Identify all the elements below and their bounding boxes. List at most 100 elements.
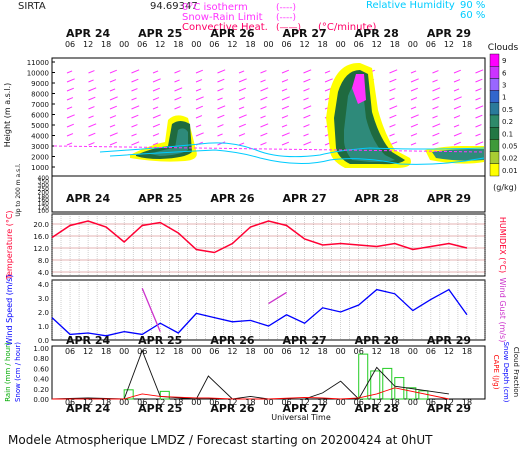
freezing-level-line bbox=[53, 145, 485, 153]
wind-arrow bbox=[217, 97, 223, 101]
hour-tick-label: 18 bbox=[390, 40, 400, 49]
hour-tick-label: 12 bbox=[444, 347, 454, 356]
wind-arrow bbox=[174, 106, 181, 110]
colorbar-swatch bbox=[489, 151, 500, 165]
wind-arrow bbox=[432, 106, 439, 110]
wind-tick-label: 0.0 bbox=[38, 337, 49, 345]
hour-tick-label: 18 bbox=[318, 398, 328, 407]
wind-arrow bbox=[260, 106, 267, 110]
legend-left-symbol: (——) bbox=[276, 23, 301, 33]
colorbar-swatch bbox=[489, 78, 500, 91]
wind-arrow bbox=[66, 106, 73, 110]
wind-arrow bbox=[195, 96, 204, 101]
wind-arrow bbox=[281, 141, 289, 146]
legend-left-label: Snow-Rain Limit bbox=[182, 12, 263, 23]
wind-arrow bbox=[109, 115, 117, 119]
wind-arrow bbox=[109, 96, 118, 101]
hour-tick-label: 00 bbox=[191, 40, 201, 49]
wind-arrow bbox=[238, 142, 245, 146]
height-tick-label: 11000 bbox=[27, 59, 49, 67]
hour-tick-label: 18 bbox=[318, 40, 328, 49]
wind-arrow bbox=[389, 78, 397, 83]
wind-arrow bbox=[281, 69, 289, 74]
height-tick-label-low: 180 bbox=[38, 193, 50, 200]
wind-arrow bbox=[66, 97, 74, 101]
height-tick-label: 6000 bbox=[31, 112, 49, 120]
hour-tick-label: 06 bbox=[426, 347, 436, 356]
hour-tick-label: 00 bbox=[336, 347, 346, 356]
cloud-region-peak bbox=[352, 74, 366, 104]
wind-arrow bbox=[432, 115, 438, 119]
height-tick-label: 3000 bbox=[31, 143, 49, 151]
wind-arrow bbox=[88, 79, 94, 83]
hour-tick-label: 12 bbox=[372, 347, 382, 356]
colorbar-swatch bbox=[489, 139, 500, 152]
day-label-row4: APR 27 bbox=[282, 402, 326, 415]
wind-arrow bbox=[303, 105, 312, 110]
clouds-ylabel-lower: Up to 200 m a.s.l. bbox=[15, 163, 22, 216]
hour-tick-label: 12 bbox=[372, 40, 382, 49]
wind-arrow bbox=[131, 114, 139, 119]
wind-arrow bbox=[432, 142, 439, 146]
temperature-tick-label: 12.0 bbox=[33, 245, 49, 253]
wind-arrow bbox=[131, 124, 138, 128]
wind-arrow bbox=[195, 115, 203, 119]
hour-tick-label: 12 bbox=[299, 40, 309, 49]
wind-arrow bbox=[217, 124, 224, 128]
wind-ylabel: Wind Speed (m/s) bbox=[5, 274, 14, 345]
wind-arrow bbox=[260, 123, 269, 128]
wind-arrow bbox=[324, 78, 333, 83]
wind-arrow bbox=[324, 70, 331, 74]
cloud-region-core bbox=[344, 81, 395, 162]
height-tick-label-low: 160 bbox=[38, 197, 50, 204]
colorbar-level-label: 0.02 bbox=[502, 155, 518, 163]
day-label-row2: APR 24 bbox=[66, 192, 111, 205]
hour-tick-label: 06 bbox=[426, 40, 436, 49]
wind-tick-label: 2.0 bbox=[38, 309, 49, 317]
wind-arrow bbox=[195, 88, 202, 92]
wind-arrow bbox=[174, 96, 182, 101]
wind-arrow bbox=[88, 70, 95, 74]
wind-arrow bbox=[88, 132, 96, 137]
wind-arrow bbox=[281, 124, 288, 128]
day-label-row3: APR 27 bbox=[282, 334, 326, 347]
wind-arrow bbox=[303, 114, 311, 119]
wind-arrow bbox=[453, 79, 461, 83]
footer-caption: Modele Atmospherique LMDZ / Forecast sta… bbox=[8, 433, 433, 447]
wind-arrow bbox=[131, 69, 140, 74]
wind-arrow bbox=[281, 132, 290, 137]
wind-arrow bbox=[453, 115, 461, 119]
wind-arrow bbox=[475, 105, 484, 110]
wind-arrow bbox=[66, 70, 73, 74]
wind-arrow bbox=[109, 124, 116, 128]
wind-arrow bbox=[281, 88, 288, 92]
wind-arrow bbox=[389, 88, 396, 92]
hour-tick-label: 18 bbox=[245, 347, 255, 356]
x-axis-label: Universal Time bbox=[271, 413, 331, 422]
hour-tick-label: 00 bbox=[119, 347, 129, 356]
wind-arrow bbox=[475, 124, 482, 128]
colorbar-swatch bbox=[489, 114, 500, 128]
hour-tick-label: 12 bbox=[444, 398, 454, 407]
hour-tick-label: 00 bbox=[336, 40, 346, 49]
height-tick-label: 8000 bbox=[31, 91, 49, 99]
wind-tick-label: 1.0 bbox=[38, 323, 49, 331]
humidex-ylabel: HUMIDEX (°C) bbox=[498, 217, 507, 273]
hour-tick-label: 00 bbox=[263, 40, 273, 49]
wind-arrow bbox=[389, 133, 395, 137]
wind-arrow bbox=[260, 79, 266, 83]
hour-tick-label: 12 bbox=[227, 40, 237, 49]
hour-tick-label: 18 bbox=[173, 40, 183, 49]
hour-tick-label: 06 bbox=[209, 40, 219, 49]
day-label-row4: APR 24 bbox=[66, 402, 111, 415]
wind-arrow bbox=[131, 141, 140, 146]
hour-tick-label: 12 bbox=[155, 40, 165, 49]
height-tick-label-low: 350 bbox=[38, 179, 50, 186]
precip-tick-label: 0.00 bbox=[33, 396, 49, 404]
hour-tick-label: 18 bbox=[462, 398, 472, 407]
wind-arrow bbox=[217, 69, 226, 74]
day-label-row4: APR 25 bbox=[138, 402, 182, 415]
wind-arrow bbox=[195, 79, 203, 83]
wind-arrow bbox=[238, 114, 247, 119]
wind-arrow bbox=[109, 88, 116, 92]
